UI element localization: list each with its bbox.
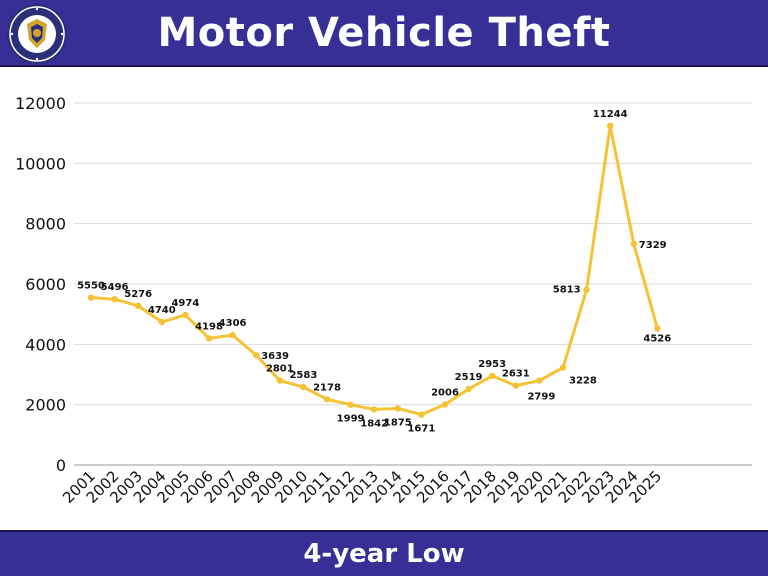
data-label: 2631 — [502, 369, 530, 380]
data-point — [630, 240, 637, 248]
data-label: 4198 — [195, 321, 223, 332]
data-label: 5813 — [553, 285, 581, 296]
data-label: 5550 — [77, 281, 105, 292]
data-label: 3639 — [261, 351, 289, 362]
data-label: 2519 — [455, 372, 483, 383]
data-label: 2006 — [431, 387, 459, 398]
police-department-seal-icon — [7, 4, 67, 64]
footer-banner: 4-year Low — [0, 530, 768, 576]
data-points — [87, 122, 661, 418]
data-label: 11244 — [593, 109, 628, 120]
data-point — [276, 377, 283, 384]
x-axis-ticks: 2001200220032004200520062007200820092010… — [59, 467, 665, 507]
data-label: 1999 — [337, 414, 365, 425]
data-point — [607, 122, 614, 130]
data-point — [323, 396, 331, 403]
data-label: 4974 — [171, 298, 199, 309]
data-point — [489, 372, 496, 380]
data-label: 1671 — [407, 424, 435, 435]
data-label: 4306 — [219, 318, 247, 329]
data-point — [182, 311, 189, 319]
data-label: 2583 — [289, 370, 317, 381]
data-point — [583, 286, 590, 293]
data-label: 7329 — [639, 240, 667, 251]
gridlines — [74, 102, 752, 466]
line-chart: 0 2000 4000 6000 8000 10000 12000 200120022003… — [15, 94, 752, 507]
y-tick-label: 6000 — [25, 275, 66, 294]
data-point — [158, 318, 165, 326]
data-point — [536, 377, 543, 384]
data-point — [253, 352, 260, 359]
data-point — [559, 364, 567, 371]
series-line-group — [90, 124, 659, 417]
data-label: 5496 — [101, 282, 129, 293]
data-point — [441, 401, 449, 408]
data-point — [229, 331, 236, 339]
data-label: 2801 — [266, 364, 294, 375]
data-point — [300, 383, 307, 391]
data-label: 1842 — [360, 418, 388, 429]
data-label: 5276 — [124, 289, 152, 300]
y-tick-label: 10000 — [15, 154, 66, 173]
data-point — [347, 401, 354, 408]
data-label: 2178 — [313, 382, 341, 393]
data-label: 2799 — [527, 392, 555, 403]
data-point — [205, 335, 213, 342]
data-point — [394, 405, 401, 412]
data-point — [371, 406, 378, 413]
data-point — [418, 411, 425, 418]
data-label: 4526 — [643, 333, 671, 344]
series-line — [90, 124, 659, 417]
data-label: 3228 — [569, 376, 597, 387]
data-point — [135, 302, 142, 310]
data-point — [465, 385, 472, 393]
data-label: 2953 — [478, 359, 506, 370]
y-tick-label: 8000 — [25, 215, 66, 234]
footer-text: 4-year Low — [303, 539, 465, 569]
y-axis-ticks: 0 2000 4000 6000 8000 10000 12000 — [15, 94, 66, 475]
y-tick-label: 0 — [56, 456, 66, 475]
header-banner: Motor Vehicle Theft — [0, 0, 768, 67]
data-label: 1875 — [384, 417, 412, 428]
data-point — [654, 325, 661, 332]
page-title: Motor Vehicle Theft — [157, 10, 611, 56]
data-point — [512, 382, 519, 389]
data-point — [87, 294, 95, 301]
data-label: 4740 — [148, 305, 176, 316]
data-point — [111, 296, 118, 303]
y-tick-label: 4000 — [25, 335, 66, 354]
y-tick-label: 2000 — [25, 396, 66, 415]
y-tick-label: 12000 — [15, 94, 66, 113]
